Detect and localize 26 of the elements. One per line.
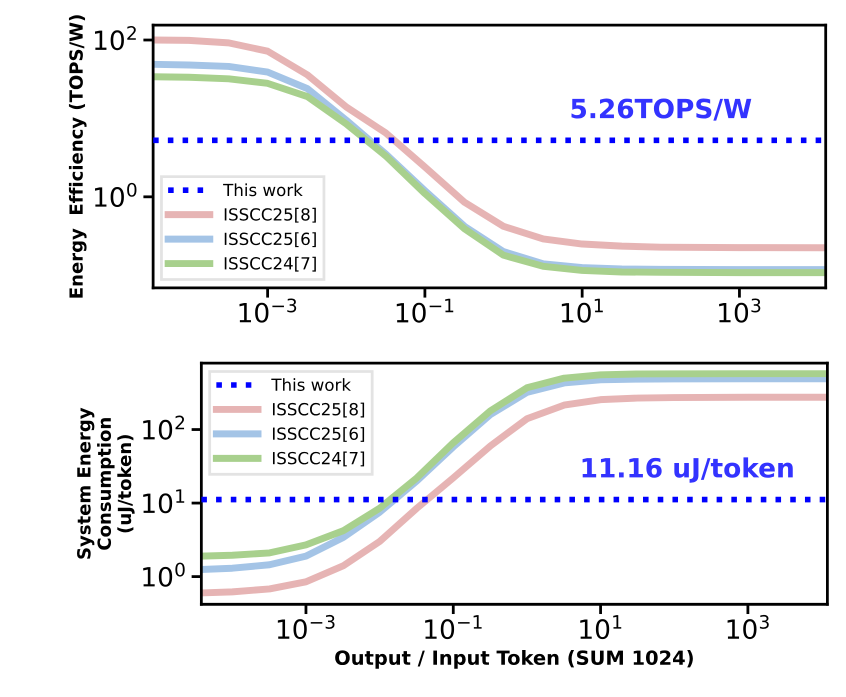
y-tick-label: 10$^{0}$ — [143, 562, 185, 587]
x-tick-label: 10$^{3}$ — [728, 614, 769, 640]
legend-label: ISSCC24[7] — [224, 256, 316, 272]
annotation: 5.26TOPS/W — [572, 98, 752, 121]
legend-label: ISSCC25[8] — [272, 402, 364, 418]
y-tick-label: 10$^{0}$ — [94, 182, 136, 208]
x-tick-label: 10$^{1}$ — [562, 298, 603, 323]
x-tick-label: 10$^{1}$ — [580, 615, 622, 640]
x-tick-label: 10$^{−1}$ — [396, 298, 454, 323]
y-tick-label: 10$^{2}$ — [143, 416, 184, 440]
x-tick-label: 10$^{−3}$ — [278, 614, 335, 640]
legend-label: This work — [223, 183, 303, 196]
y-tick-label: 10$^{1}$ — [143, 489, 184, 514]
legend-label: ISSCC24[7] — [272, 452, 364, 466]
x-tick-label: 10$^{−1}$ — [425, 615, 482, 640]
y-tick-label: 10$^{2}$ — [94, 26, 136, 50]
y-axis-title: System Energy Consumption (uJ/token) — [77, 408, 135, 559]
legend-label: ISSCC25[6] — [224, 232, 316, 248]
x-tick-label: 10$^{−3}$ — [240, 298, 296, 323]
legend-label: This work — [271, 378, 351, 392]
annotation: 11.16 uJ/token — [582, 457, 793, 483]
x-axis-title: Output / Input Token (SUM 1024) — [335, 650, 693, 669]
x-tick-label: 10$^{3}$ — [719, 298, 760, 323]
y-axis-title: Energy Efficiency (TOPS/W) — [68, 15, 87, 298]
legend-label: ISSCC25[8] — [224, 208, 316, 223]
legend-label: ISSCC25[6] — [272, 427, 364, 442]
